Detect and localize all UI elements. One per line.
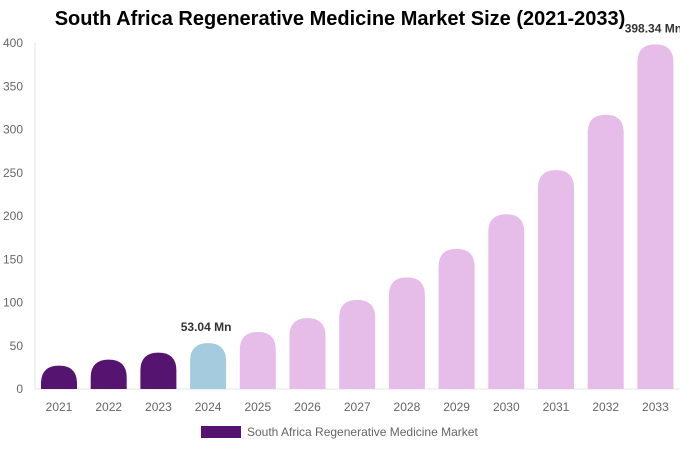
bar-2027: [339, 299, 376, 389]
bar-2025: [239, 331, 276, 389]
y-tick-label: 100: [3, 296, 23, 310]
x-tick-label: 2026: [294, 400, 321, 414]
y-tick-label: 50: [10, 339, 24, 353]
x-tick-label: 2022: [95, 400, 122, 414]
data-label-2033: 398.34 Mn: [625, 21, 680, 35]
bar-2024: [190, 343, 227, 389]
x-tick-label: 2024: [195, 400, 222, 414]
bar-2028: [388, 277, 425, 389]
bar-2029: [438, 248, 475, 389]
bar-2023: [140, 352, 177, 389]
bar-2021: [41, 365, 77, 389]
bar-2030: [488, 214, 525, 389]
bar-2026: [289, 318, 326, 389]
x-tick-label: 2031: [543, 400, 570, 414]
y-tick-label: 250: [3, 166, 23, 180]
legend-label: South Africa Regenerative Medicine Marke…: [247, 425, 478, 439]
legend-swatch: [201, 426, 241, 438]
x-tick-label: 2023: [145, 400, 172, 414]
y-tick-label: 150: [3, 252, 23, 266]
x-tick-label: 2027: [344, 400, 371, 414]
x-tick-label: 2028: [394, 400, 421, 414]
chart-title: South Africa Regenerative Medicine Marke…: [54, 8, 626, 30]
x-tick-label: 2033: [642, 400, 669, 414]
y-tick-label: 200: [3, 209, 23, 223]
x-tick-label: 2032: [592, 400, 619, 414]
bar-2033: [637, 44, 674, 389]
x-tick-label: 2029: [443, 400, 470, 414]
bar-2031: [538, 170, 574, 389]
bar-2032: [587, 114, 624, 390]
y-tick-label: 0: [16, 382, 23, 396]
y-tick-label: 400: [3, 36, 23, 50]
bar-2022: [90, 359, 127, 389]
legend: South Africa Regenerative Medicine Marke…: [201, 425, 478, 439]
x-tick-label: 2021: [46, 400, 73, 414]
x-tick-label: 2025: [244, 400, 271, 414]
x-tick-label: 2030: [493, 400, 520, 414]
y-tick-label: 350: [3, 79, 23, 93]
y-tick-label: 300: [3, 123, 23, 137]
data-label-2024: 53.04 Mn: [181, 320, 232, 334]
